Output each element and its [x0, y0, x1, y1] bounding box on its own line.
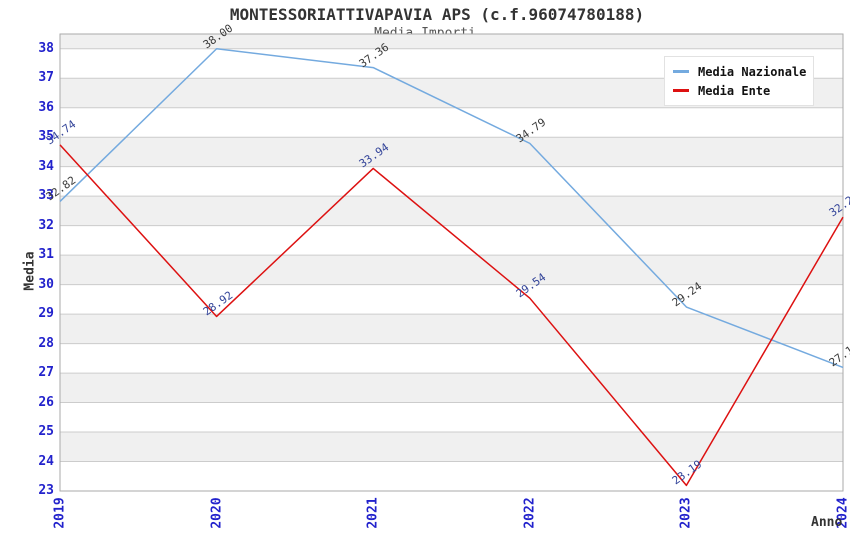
series-line [59, 144, 844, 487]
y-tick-label: 27 [38, 365, 54, 381]
x-tick-label: 2020 [209, 497, 225, 529]
legend-item: Media Nazionale [673, 62, 807, 81]
y-tick-label: 33 [38, 188, 54, 204]
legend-line-icon [673, 70, 689, 73]
x-tick-label: 2023 [678, 497, 694, 529]
chart-title: MONTESSORIATTIVAPAVIA APS (c.f.960747801… [229, 5, 645, 24]
series-line [59, 47, 844, 369]
y-tick-label: 31 [38, 247, 54, 263]
y-tick-label: 35 [38, 129, 54, 145]
y-tick-label: 26 [38, 394, 54, 410]
y-tick-label: 36 [38, 99, 54, 115]
x-tick-label: 2019 [52, 497, 68, 529]
x-tick-label: 2022 [522, 497, 538, 529]
y-tick-label: 34 [38, 158, 54, 174]
y-tick-label: 25 [38, 424, 54, 440]
y-tick-label: 24 [38, 453, 54, 469]
y-tick-label: 23 [38, 483, 54, 498]
x-axis-title: Anno [811, 515, 843, 530]
y-tick-label: 28 [38, 335, 54, 351]
legend-label: Media Nazionale [698, 64, 807, 79]
legend-label: Media Ente [698, 83, 771, 98]
x-tick-label: 2021 [365, 497, 381, 529]
y-tick-label: 37 [38, 70, 54, 86]
y-tick-label: 38 [38, 40, 54, 56]
y-tick-label: 30 [38, 276, 54, 292]
legend-item: Media Ente [673, 81, 805, 100]
legend-line-icon [673, 89, 689, 92]
y-tick-label: 29 [38, 306, 54, 322]
y-tick-label: 32 [38, 217, 54, 233]
legend: Media Nazionale Media Ente [664, 56, 814, 106]
y-axis-title: Media [22, 251, 38, 291]
